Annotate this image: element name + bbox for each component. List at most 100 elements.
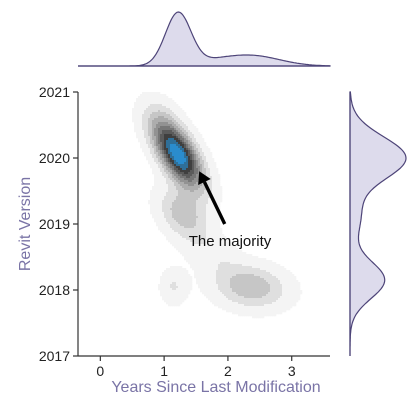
kde-cell [160, 106, 163, 109]
kde-cell [300, 290, 303, 293]
kde-cell [270, 290, 273, 293]
kde-cell [142, 112, 145, 115]
kde-cell [288, 286, 291, 289]
kde-cell [188, 256, 191, 259]
kde-cell [196, 216, 199, 219]
kde-cell [268, 312, 271, 315]
kde-cell [156, 164, 159, 167]
kde-cell [216, 252, 219, 255]
kde-cell [170, 174, 173, 177]
kde-cell [234, 278, 237, 281]
kde-cell [194, 126, 197, 129]
kde-cell [232, 250, 235, 253]
kde-cell [194, 130, 197, 133]
kde-cell [202, 228, 205, 231]
kde-cell [182, 206, 185, 209]
kde-cell [202, 270, 205, 273]
kde-cell [270, 304, 273, 307]
kde-cell [198, 230, 201, 233]
kde-cell [232, 274, 235, 277]
kde-cell [294, 276, 297, 279]
kde-cell [176, 126, 179, 129]
kde-cell [166, 160, 169, 163]
kde-cell [176, 174, 179, 177]
kde-cell [180, 124, 183, 127]
kde-cell [250, 314, 253, 317]
kde-cell [212, 290, 215, 293]
kde-cell [182, 176, 185, 179]
kde-cell [276, 270, 279, 273]
kde-cell [182, 238, 185, 241]
kde-cell [218, 288, 221, 291]
kde-cell [192, 264, 195, 267]
kde-cell [168, 140, 171, 143]
kde-cell [200, 242, 203, 245]
kde-cell [172, 122, 175, 125]
kde-cell [178, 106, 181, 109]
kde-cell [200, 290, 203, 293]
kde-cell [260, 276, 263, 279]
kde-cell [162, 144, 165, 147]
kde-cell [144, 132, 147, 135]
kde-cell [182, 272, 185, 275]
kde-cell [186, 246, 189, 249]
kde-cell [148, 100, 151, 103]
kde-cell [186, 136, 189, 139]
kde-cell [180, 130, 183, 133]
kde-cell [148, 118, 151, 121]
kde-cell [262, 262, 265, 265]
kde-cell [170, 296, 173, 299]
kde-cell [146, 140, 149, 143]
kde-cell [142, 104, 145, 107]
kde-cell [180, 230, 183, 233]
kde-cell [202, 242, 205, 245]
kde-cell [192, 156, 195, 159]
kde-cell [226, 246, 229, 249]
kde-cell [274, 280, 277, 283]
kde-cell [162, 284, 165, 287]
kde-cell [238, 310, 241, 313]
kde-cell [190, 240, 193, 243]
kde-cell [166, 238, 169, 241]
kde-cell [282, 270, 285, 273]
kde-cell [214, 230, 217, 233]
x-tick-label: 3 [288, 363, 296, 379]
kde-cell [210, 184, 213, 187]
kde-cell [148, 130, 151, 133]
kde-cell [198, 210, 201, 213]
kde-cell [214, 248, 217, 251]
kde-cell [164, 206, 167, 209]
kde-cell [164, 124, 167, 127]
kde-cell [182, 184, 185, 187]
kde-cell [298, 292, 301, 295]
kde-cell [268, 274, 271, 277]
kde-cell [250, 302, 253, 305]
kde-cell [296, 294, 299, 297]
kde-cell [174, 224, 177, 227]
kde-cell [218, 306, 221, 309]
right-marginal-density [349, 91, 407, 356]
kde-cell [192, 224, 195, 227]
kde-cell [174, 240, 177, 243]
kde-cell [170, 238, 173, 241]
kde-cell [200, 234, 203, 237]
kde-cell [152, 128, 155, 131]
kde-cell [268, 292, 271, 295]
kde-cell [184, 166, 187, 169]
kde-cell [202, 224, 205, 227]
kde-cell [296, 292, 299, 295]
kde-cell [244, 300, 247, 303]
kde-cell [156, 186, 159, 189]
kde-cell [220, 284, 223, 287]
kde-cell [134, 130, 137, 133]
kde-cell [152, 188, 155, 191]
kde-cell [140, 118, 143, 121]
kde-cell [170, 274, 173, 277]
kde-cell [206, 270, 209, 273]
kde-cell [170, 144, 173, 147]
kde-cell [294, 296, 297, 299]
kde-cell [186, 158, 189, 161]
kde-cell [282, 306, 285, 309]
kde-cell [166, 212, 169, 215]
kde-cell [194, 252, 197, 255]
